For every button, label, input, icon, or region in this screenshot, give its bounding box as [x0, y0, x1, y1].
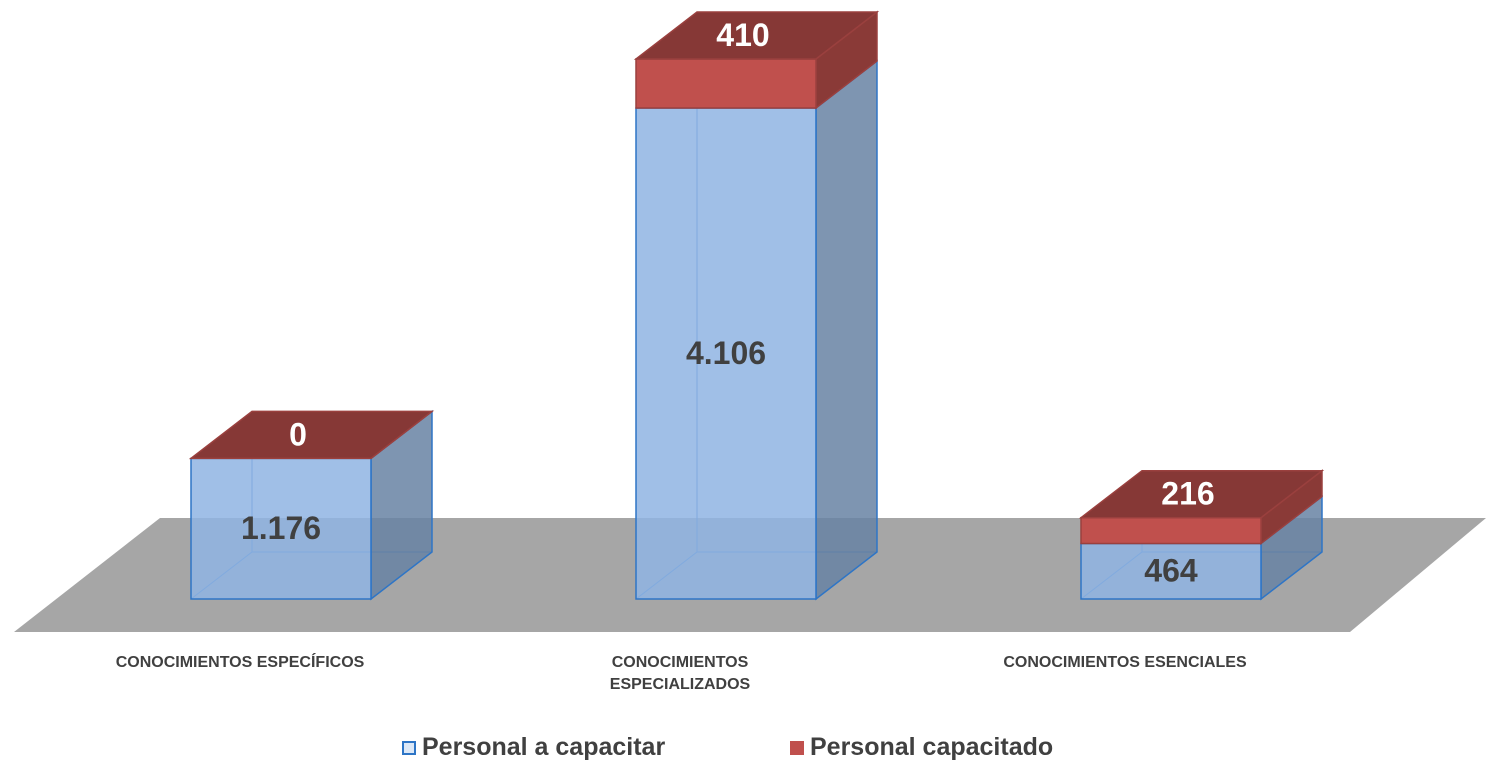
x-tick-label: CONOCIMIENTOS ESPECÍFICOS [115, 654, 365, 671]
bar-top [188, 410, 435, 460]
legend-item: Personal capacitado [790, 733, 1053, 762]
value-label: 4.106 [686, 335, 766, 371]
bar-side [815, 59, 878, 601]
x-tick-label: CONOCIMIENTOS ESENCIALES [1003, 654, 1247, 671]
value-label: 0 [289, 416, 307, 452]
bar [1080, 516, 1262, 545]
bar [635, 58, 817, 109]
bar-top [1078, 469, 1325, 519]
value-label: 464 [1144, 553, 1198, 589]
bar [635, 107, 817, 600]
bar [1080, 542, 1262, 600]
bar-top [633, 11, 880, 60]
legend-item: Personal a capacitar [402, 733, 665, 762]
legend-swatch [790, 740, 804, 755]
legend-swatch [402, 740, 416, 755]
legend-label: Personal a capacitar [422, 733, 666, 761]
value-label: 1.176 [241, 510, 321, 546]
value-label: 410 [716, 17, 769, 53]
legend-label: Personal capacitado [810, 733, 1054, 761]
x-tick-label: CONOCIMIENTOS ESPECIALIZADOS [609, 654, 751, 693]
value-label: 216 [1161, 476, 1214, 512]
